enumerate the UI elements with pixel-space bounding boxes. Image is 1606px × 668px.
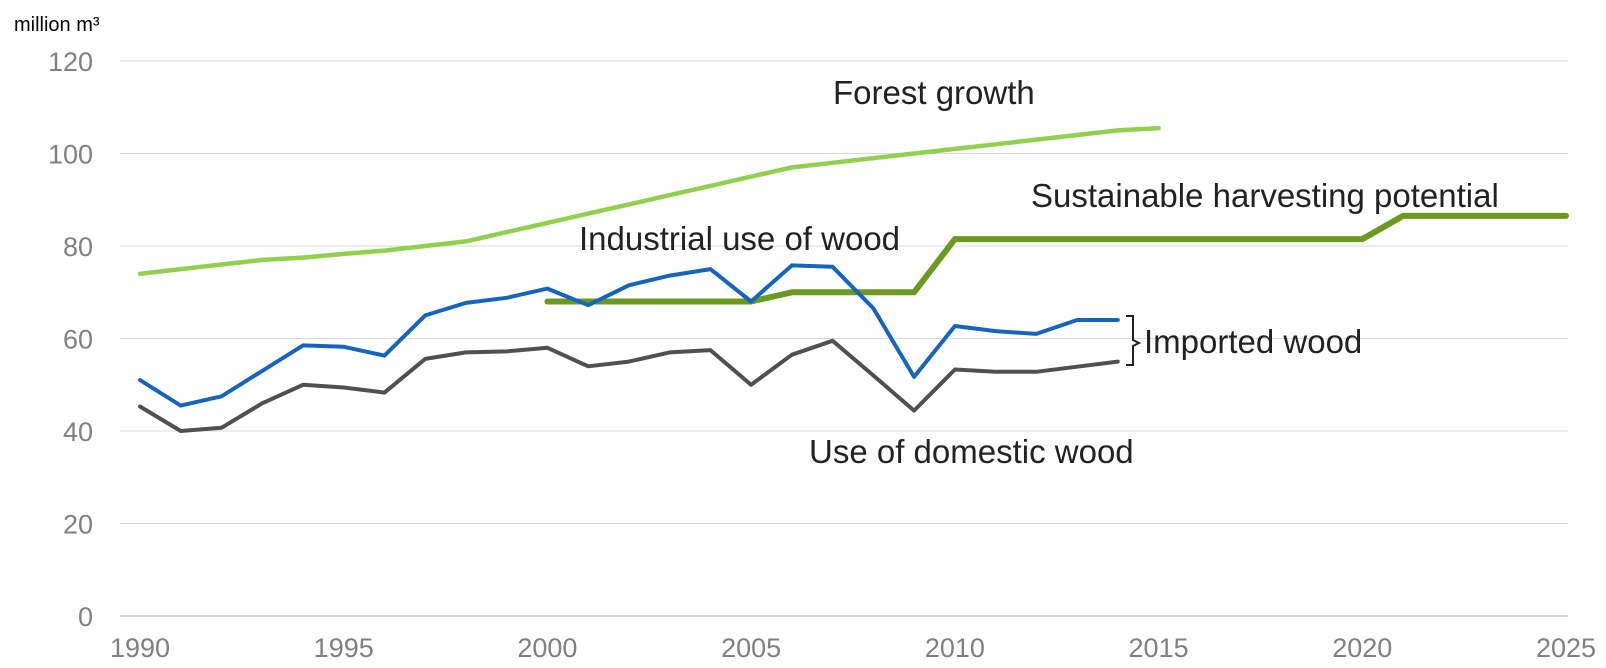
annotation-sustainable-harvesting-potential: Sustainable harvesting potential <box>1031 177 1499 214</box>
x-tick-label: 2005 <box>721 633 781 663</box>
y-tick-labels: 0 20 40 60 80 100 120 <box>48 47 93 632</box>
series-line-use-of-domestic-wood <box>138 338 1120 433</box>
annotation-industrial-use-of-wood: Industrial use of wood <box>579 220 900 257</box>
y-tick-label: 120 <box>48 47 93 77</box>
x-tick-label: 2010 <box>925 633 985 663</box>
gridlines <box>120 60 1568 617</box>
y-tick-label: 60 <box>63 325 93 355</box>
y-tick-label: 20 <box>63 510 93 540</box>
y-tick-label: 100 <box>48 140 93 170</box>
series-line-forest-growth <box>137 125 1161 277</box>
series-line-industrial-use-of-wood <box>138 263 1120 408</box>
x-tick-label: 2015 <box>1129 633 1189 663</box>
annotation-forest-growth: Forest growth <box>833 74 1035 111</box>
x-tick-label: 2000 <box>517 633 577 663</box>
y-tick-label: 0 <box>78 602 93 632</box>
series-line-sustainable-harvesting-potential <box>544 212 1569 305</box>
annotation-imported-wood: Imported wood <box>1144 323 1362 360</box>
x-tick-labels: 1990 1995 2000 2005 2010 2015 2020 2025 <box>110 633 1596 663</box>
annotation-use-of-domestic-wood: Use of domestic wood <box>809 433 1134 470</box>
series-lines <box>137 125 1569 433</box>
x-tick-label: 1990 <box>110 633 170 663</box>
x-tick-label: 1995 <box>314 633 374 663</box>
y-axis-unit-label: million m³ <box>14 14 100 36</box>
y-tick-label: 80 <box>63 232 93 262</box>
imported-wood-brace <box>1126 315 1142 366</box>
x-tick-label: 2025 <box>1536 633 1596 663</box>
x-tick-label: 2020 <box>1332 633 1392 663</box>
annotations: Forest growth Sustainable harvesting pot… <box>579 74 1499 470</box>
y-tick-label: 40 <box>63 417 93 447</box>
